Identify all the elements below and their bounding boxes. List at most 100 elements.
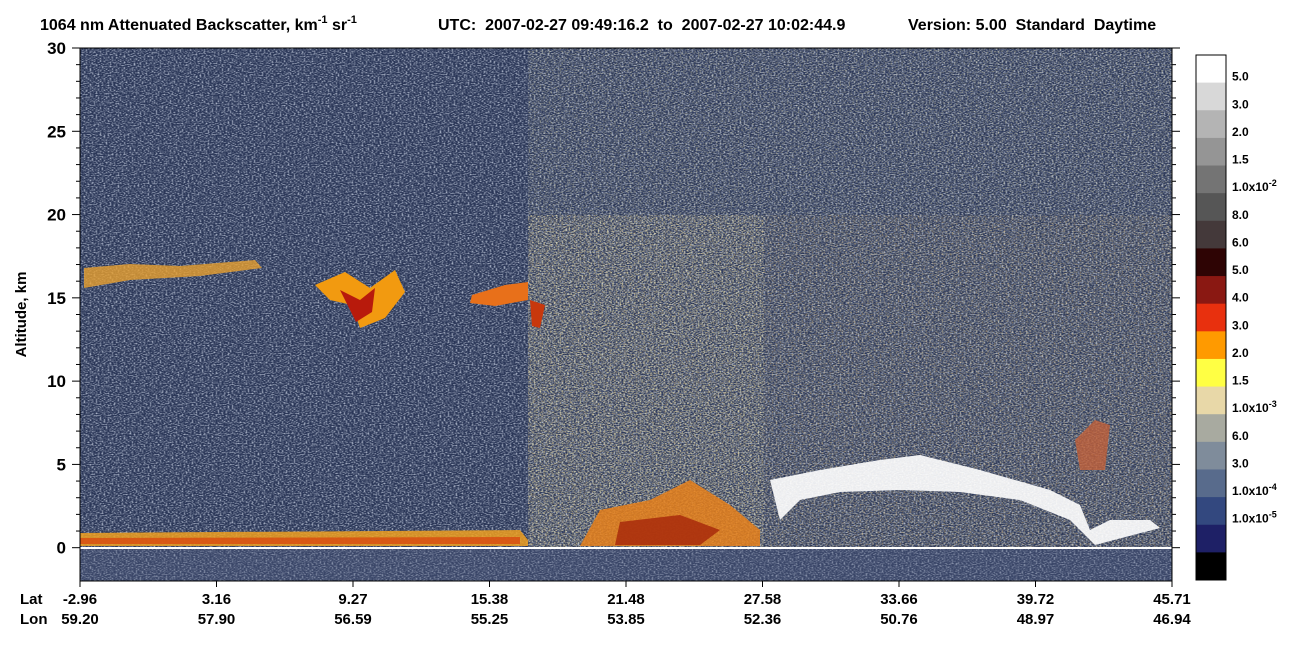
colorbar-label-exponent: -5	[1269, 510, 1277, 520]
colorbar-label-text: 2.0	[1232, 125, 1249, 139]
colorbar-label: 2.0	[1232, 125, 1249, 139]
y-tick-label: 15	[47, 289, 66, 308]
colorbar-label-text: 5.0	[1232, 263, 1249, 277]
lon-tick-label: 56.59	[334, 611, 372, 628]
lon-tick-label: 52.36	[744, 611, 782, 628]
axes: 0 5 10 15 20 25 30 Altitude, km Lat Lon -2.96 59.20…	[13, 39, 1191, 628]
lon-tick-label: 50.76	[880, 611, 918, 628]
lon-tick-label: 57.90	[198, 611, 236, 628]
y-tick-label: 0	[57, 539, 66, 558]
lon-tick-label: 55.25	[471, 611, 509, 628]
colorbar-label: 1.0x10-5	[1232, 510, 1277, 526]
colorbar-swatch	[1196, 497, 1226, 526]
title-part: sr	[328, 17, 348, 34]
colorbar-label-text: 2.0	[1232, 346, 1249, 360]
colorbar-label-text: 8.0	[1232, 208, 1249, 222]
colorbar-swatch	[1196, 276, 1226, 305]
colorbar-label-text: 1.0x10	[1232, 180, 1269, 194]
lat-tick-label: 15.38	[471, 591, 509, 608]
colorbar-label: 1.0x10-2	[1232, 178, 1277, 194]
title-exponent: -1	[347, 14, 357, 26]
cloud	[315, 270, 405, 328]
title: 1064 nm Attenuated Backscatter, km-1 sr-…	[40, 14, 1156, 34]
colorbar-swatch	[1196, 303, 1226, 332]
colorbar-label-text: 4.0	[1232, 291, 1249, 305]
lat-tick-label: 3.16	[202, 591, 231, 608]
cloud	[84, 260, 262, 288]
title-exponent: -1	[318, 14, 328, 26]
lat-tick-label: -2.96	[63, 591, 97, 608]
lon-row-label: Lon	[20, 611, 48, 628]
colorbar-label-text: 3.0	[1232, 97, 1249, 111]
colorbar-swatch	[1196, 331, 1226, 360]
colorbar-swatch	[1196, 248, 1226, 277]
colorbar-label-text: 1.0x10	[1232, 484, 1269, 498]
colorbar: 5.03.02.01.51.0x10-28.06.05.04.03.02.01.…	[1195, 54, 1277, 581]
colorbar-label-text: 6.0	[1232, 235, 1249, 249]
y-axis-label: Altitude, km	[13, 272, 30, 358]
colorbar-label: 1.5	[1232, 153, 1249, 167]
colorbar-label: 1.0x10-4	[1232, 482, 1277, 498]
lat-tick-label: 9.27	[338, 591, 367, 608]
colorbar-swatch	[1196, 358, 1226, 388]
colorbar-label: 3.0	[1232, 456, 1249, 470]
lon-tick-label: 53.85	[607, 611, 645, 628]
lat-tick-label: 33.66	[880, 591, 918, 608]
y-tick-label: 5	[57, 455, 66, 474]
lon-tick-label: 46.94	[1153, 611, 1191, 628]
colorbar-frame	[1195, 54, 1227, 581]
colorbar-label: 6.0	[1232, 429, 1249, 443]
lat-row-label: Lat	[20, 591, 43, 608]
colorbar-label-text: 1.0x10	[1232, 512, 1269, 526]
colorbar-swatch	[1196, 552, 1226, 581]
y-tick-label: 10	[47, 372, 66, 391]
colorbar-label-exponent: -2	[1269, 178, 1277, 188]
utc-range: UTC: 2007-02-27 09:49:16.2 to 2007-02-27…	[438, 17, 845, 34]
colorbar-label: 4.0	[1232, 291, 1249, 305]
colorbar-swatch	[1196, 469, 1226, 498]
curtain-image	[80, 48, 1172, 581]
colorbar-label: 1.5	[1232, 374, 1249, 388]
colorbar-label-exponent: -3	[1269, 399, 1277, 409]
colorbar-swatch	[1196, 414, 1226, 443]
colorbar-swatch	[1196, 193, 1226, 222]
version: Version: 5.00 Standard Daytime	[908, 17, 1156, 34]
colorbar-label: 3.0	[1232, 97, 1249, 111]
subsurface	[80, 549, 1172, 581]
colorbar-label: 6.0	[1232, 235, 1249, 249]
colorbar-label: 3.0	[1232, 318, 1249, 332]
colorbar-label: 5.0	[1232, 70, 1249, 84]
colorbar-label: 5.0	[1232, 263, 1249, 277]
lat-tick-label: 21.48	[607, 591, 645, 608]
lat-tick-label: 45.71	[1153, 591, 1191, 608]
colorbar-swatch	[1196, 524, 1226, 553]
chart-title: 1064 nm Attenuated Backscatter, km-1 sr-…	[40, 14, 357, 34]
colorbar-swatch	[1196, 82, 1226, 111]
aerosol-layer	[80, 537, 520, 544]
colorbar-label-text: 1.5	[1232, 153, 1249, 167]
colorbar-swatch	[1196, 165, 1226, 194]
lat-tick-label: 27.58	[744, 591, 782, 608]
colorbar-label-text: 6.0	[1232, 429, 1249, 443]
aerosol-layer	[770, 455, 1160, 545]
cloud	[530, 300, 545, 328]
y-tick-label: 25	[47, 122, 66, 141]
colorbar-label-text: 3.0	[1232, 318, 1249, 332]
colorbar-label-text: 1.0x10	[1232, 401, 1269, 415]
cloud	[340, 288, 375, 322]
colorbar-label: 8.0	[1232, 208, 1249, 222]
colorbar-label: 1.0x10-3	[1232, 399, 1277, 415]
colorbar-label: 2.0	[1232, 346, 1249, 360]
noise	[528, 215, 764, 548]
lat-tick-label: 39.72	[1017, 591, 1055, 608]
colorbar-swatch	[1196, 386, 1226, 415]
title-part: 1064 nm Attenuated Backscatter, km	[40, 17, 318, 34]
lon-tick-label: 48.97	[1017, 611, 1055, 628]
colorbar-swatch	[1196, 220, 1226, 249]
colorbar-swatch	[1196, 137, 1226, 167]
lon-tick-label: 59.20	[61, 611, 99, 628]
colorbar-label-exponent: -4	[1269, 482, 1277, 492]
aerosol	[615, 515, 720, 545]
